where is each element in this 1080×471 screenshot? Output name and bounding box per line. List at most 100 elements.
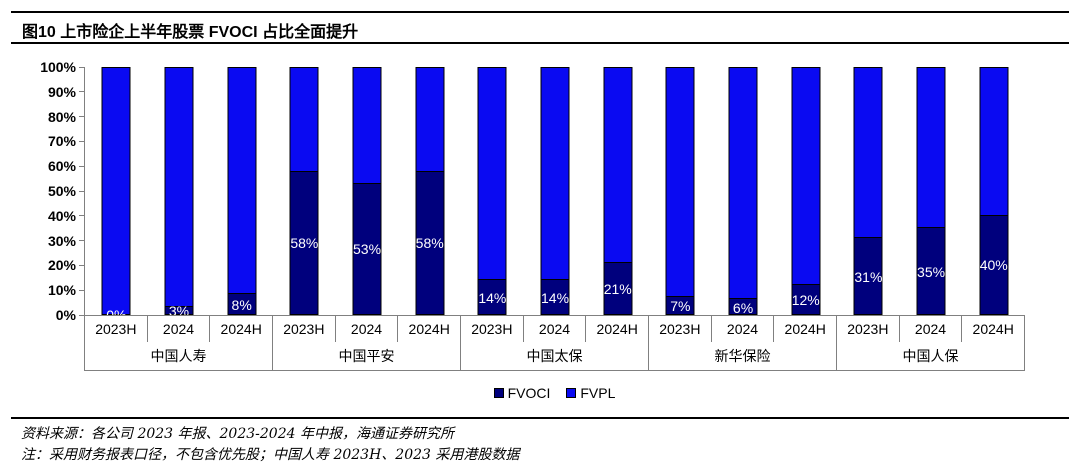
y-tick-mark: [79, 264, 85, 266]
fvpl-segment: [854, 68, 882, 238]
y-axis-labels: 100% 90% 80% 70% 60% 50% 40% 30% 20% 10% 0%: [0, 59, 76, 323]
fvpl-segment: [228, 68, 256, 294]
bar-column: 14%: [461, 67, 524, 315]
fvoci-segment: [353, 183, 381, 314]
period-label: 2024: [334, 316, 398, 342]
title-bottom-divider-line: [11, 42, 1069, 44]
x-axis-category-table: 2023H 2024 2024H 中国人寿 2023H 2024 2024H 中国平安 2023…: [84, 315, 1025, 371]
bar-value-label: 12%: [791, 292, 820, 309]
stacked-bar: [477, 67, 507, 315]
y-tick-label: 10%: [47, 282, 76, 299]
stacked-bar: [415, 67, 445, 315]
period-label: 2023H: [847, 321, 889, 337]
bar-value-label: 21%: [603, 280, 632, 297]
bar-column: 6%: [712, 67, 775, 315]
source-note: 资料来源：各公司 2023 年报、2023-2024 年中报，海通证券研究所: [21, 426, 454, 442]
fvpl-segment: [165, 68, 193, 306]
y-tick-label: 90%: [47, 83, 76, 100]
y-tick-label: 80%: [47, 108, 76, 125]
bar-value-label: 40%: [979, 257, 1008, 274]
fvpl-segment: [416, 68, 444, 171]
period-label: 2024: [146, 316, 210, 342]
methodology-note: 注：采用财务报表口径，不包含优先股；中国人寿 2023H、2023 采用港股数据: [21, 447, 520, 463]
stacked-bar: [289, 67, 319, 315]
fvoci-segment: [604, 261, 632, 314]
fvpl-segment: [729, 68, 757, 299]
category-group: 2023H 2024 2024H 中国平安: [272, 316, 460, 370]
bar-value-label: 14%: [478, 289, 507, 306]
stacked-bar: [603, 67, 633, 315]
period-label: 2024H: [961, 316, 1024, 342]
period-label: 2023H: [471, 321, 513, 337]
y-tick-mark: [79, 165, 85, 167]
fvpl-segment: [980, 68, 1008, 215]
group-label: 中国平安: [338, 348, 395, 364]
period-label: 2024: [898, 316, 962, 342]
category-group: 2023H 2024 2024H 中国人保: [836, 316, 1025, 370]
legend-label: FVPL: [580, 385, 616, 401]
legend-label: FVOCI: [507, 385, 551, 401]
fvoci-segment: [416, 170, 444, 314]
bar-value-label: 7%: [670, 298, 691, 315]
bar-column: 14%: [524, 67, 587, 315]
stacked-bar: [101, 67, 131, 315]
period-row: 2023H 2024 2024H: [273, 316, 460, 342]
group-label: 新华保险: [714, 348, 771, 364]
bar-column: 58%: [273, 67, 336, 315]
fvpl-segment: [917, 68, 945, 228]
footer-divider-line: [11, 417, 1069, 419]
stacked-bar: [728, 67, 758, 315]
bar-value-label: 35%: [917, 263, 946, 280]
category-group: 2023H 2024 2024H 新华保险: [648, 316, 836, 370]
period-row: 2023H 2024 2024H: [649, 316, 836, 342]
fvoci-segment: [228, 293, 256, 314]
legend-item: FVPL: [566, 385, 615, 401]
period-label: 2024: [522, 316, 586, 342]
figure-title-underlined: 上市险企上半年股票: [60, 24, 205, 44]
legend-swatch-fvoci: [493, 388, 504, 398]
y-tick-label: 20%: [47, 257, 76, 274]
fvoci-segment: [980, 215, 1008, 314]
fvpl-segment: [478, 68, 506, 279]
y-tick-label: 60%: [47, 158, 76, 175]
figure-title: 图10 上市险企上半年股票 FVOCI 占比全面提升: [22, 18, 358, 44]
fvoci-segment: [854, 237, 882, 314]
bar-value-label: 14%: [541, 289, 570, 306]
plot-area: 0% 3% 8% 58% 53% 58% 14% 14% 21% 7% 6% 12% 31% 35% 40%: [85, 67, 1025, 315]
fvoci-segment: [290, 170, 318, 314]
y-tick-label: 70%: [47, 133, 76, 150]
y-tick-mark: [79, 66, 85, 68]
period-label: 2024H: [397, 316, 460, 342]
bar-column: 40%: [962, 67, 1025, 315]
top-divider-line: [11, 11, 1069, 13]
fvoci-segment: [792, 283, 820, 314]
legend-swatch-fvpl: [566, 388, 577, 398]
y-tick-mark: [79, 240, 85, 242]
bar-value-label: 31%: [854, 268, 883, 285]
bar-column: 8%: [210, 67, 273, 315]
bar-column: 31%: [837, 67, 900, 315]
chart-legend: FVOCI FVPL: [84, 385, 1025, 401]
period-row: 2023H 2024 2024H: [461, 316, 648, 342]
bar-column: 7%: [649, 67, 712, 315]
bar-value-label: 58%: [290, 235, 319, 252]
fvpl-segment: [541, 68, 569, 279]
period-row: 2023H 2024 2024H: [837, 316, 1024, 342]
y-tick-mark: [79, 215, 85, 217]
fvoci-segment: [917, 227, 945, 314]
fvpl-segment: [290, 68, 318, 171]
fvoci-segment: [729, 298, 757, 314]
bar-value-label: 0%: [106, 307, 127, 315]
fvoci-segment: [541, 278, 569, 314]
bar-column: 3%: [148, 67, 211, 315]
stacked-bar: [853, 67, 883, 315]
bar-value-label: 8%: [231, 297, 252, 314]
y-tick-mark: [79, 116, 85, 118]
stacked-bar: [916, 67, 946, 315]
bar-value-label: 58%: [415, 235, 444, 252]
bar-column: 0%: [85, 67, 148, 315]
period-label: 2023H: [95, 321, 137, 337]
y-tick-label: 0%: [55, 307, 76, 323]
fvoci-segment: [478, 278, 506, 314]
legend-item: FVOCI: [493, 385, 551, 401]
